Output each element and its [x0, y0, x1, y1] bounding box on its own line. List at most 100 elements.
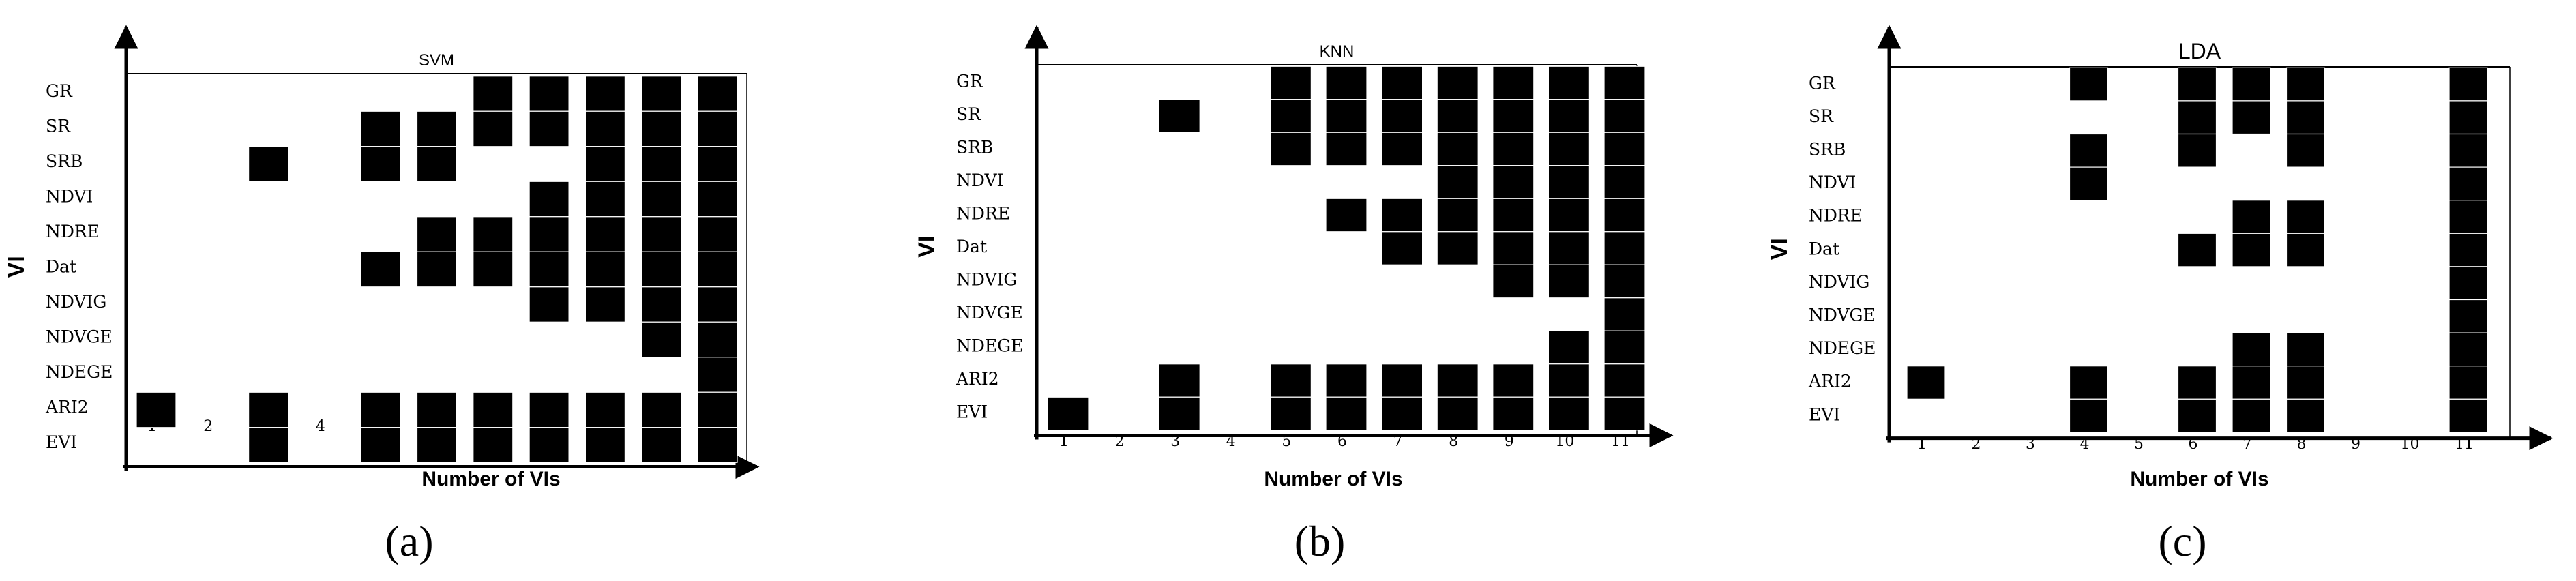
selected-cell-11-sr — [697, 110, 738, 147]
selected-cell-11-evi — [1603, 396, 1646, 431]
selected-cell-7-gr — [473, 76, 514, 112]
y-tick-label: NDVI — [1809, 173, 1856, 192]
selected-cell-3-evi — [248, 427, 289, 463]
selected-cell-9-ndre — [584, 216, 626, 252]
selected-cell-5-sr — [1269, 99, 1312, 133]
selected-cell-6-ari2 — [1325, 363, 1367, 398]
x-tick-label: 9 — [2351, 436, 2360, 453]
chart-panel-knn: KNN VI GR SR SRB NDVI NDRE Dat NDVIG NDVGE NDEGE AR… — [914, 25, 1674, 565]
selected-cell-10-ndvge — [641, 321, 682, 358]
selected-cell-7-ndege — [2232, 332, 2271, 367]
y-tick-label: NDEGE — [1809, 338, 1876, 358]
x-tick-label: 1 — [1917, 436, 1927, 453]
selected-cell-7-gr — [2232, 67, 2271, 102]
selected-cell-6-sr — [416, 110, 458, 147]
selected-cell-7-ari2 — [473, 391, 514, 428]
selected-cell-11-sr — [2448, 100, 2488, 135]
selected-cell-8-ndre — [2285, 200, 2326, 234]
selected-cell-11-ndvge — [1603, 297, 1646, 331]
selected-cell-4-evi — [2069, 398, 2109, 433]
selected-cell-11-ndvig — [697, 286, 738, 323]
selected-cell-11-ndvi — [2448, 166, 2488, 201]
selected-cell-1-evi — [1047, 396, 1089, 431]
selected-cell-10-ndre — [1548, 198, 1590, 233]
selected-cell-7-evi — [1380, 396, 1423, 431]
x-tick-label: 6 — [1337, 433, 1347, 450]
selected-cell-11-ndvge — [697, 321, 738, 358]
x-tick-label: 3 — [2026, 436, 2035, 453]
selected-cell-11-ndre — [2448, 200, 2488, 234]
selected-cell-9-ari2 — [1492, 363, 1535, 398]
selected-cell-6-srb — [1325, 132, 1367, 166]
x-tick-label: 6 — [2189, 436, 2198, 453]
y-axis-title: VI — [914, 236, 940, 258]
selected-cell-8-ndvi — [529, 181, 569, 218]
selected-cell-11-sr — [1603, 99, 1646, 133]
selected-cell-6-sr — [1325, 99, 1367, 133]
y-tick-label: SR — [46, 116, 71, 136]
selected-cell-8-evi — [1436, 396, 1479, 431]
selected-cell-9-sr — [1492, 99, 1535, 133]
chart-title: LDA — [2178, 39, 2221, 63]
selected-cell-8-gr — [2285, 67, 2326, 102]
selected-cell-6-evi — [1325, 396, 1367, 431]
selected-cell-8-ari2 — [1436, 363, 1479, 398]
selected-cell-4-gr — [2069, 67, 2109, 102]
y-tick-label: GR — [1809, 73, 1836, 93]
selected-cell-8-ndre — [1436, 198, 1479, 233]
x-tick-label: 4 — [2080, 436, 2090, 453]
selected-cell-3-srb — [248, 146, 289, 182]
selected-cell-8-ndege — [2285, 332, 2326, 367]
selected-cell-10-sr — [1548, 99, 1590, 133]
y-tick-label: NDRE — [956, 203, 1010, 223]
selected-cell-8-evi — [2285, 398, 2326, 433]
selected-cell-8-ndre — [529, 216, 569, 252]
x-tick-label: 2 — [1115, 433, 1125, 450]
selected-cell-11-ari2 — [1603, 363, 1646, 398]
selected-cell-9-evi — [1492, 396, 1535, 431]
selected-cell-6-sr — [2177, 100, 2217, 135]
x-axis-title: Number of VIs — [2130, 468, 2268, 490]
selected-cell-3-sr — [1158, 99, 1200, 133]
selected-cell-9-ari2 — [584, 391, 626, 428]
y-tick-label: NDRE — [1809, 206, 1863, 226]
selected-cell-11-ndvi — [1603, 165, 1646, 199]
selected-cell-11-srb — [697, 146, 738, 182]
x-tick-label: 3 — [1170, 433, 1180, 450]
selected-cell-8-ari2 — [529, 391, 569, 428]
selected-cell-8-dat — [529, 251, 569, 288]
chart-title: KNN — [1320, 42, 1354, 61]
y-tick-label: Dat — [956, 237, 987, 256]
y-tick-label: NDVI — [956, 170, 1003, 190]
selected-cell-8-srb — [2285, 133, 2326, 168]
y-tick-label: GR — [46, 81, 73, 101]
selected-cell-1-ari2 — [136, 391, 177, 428]
selected-cell-9-srb — [1492, 132, 1535, 166]
selected-cell-11-ndvig — [2448, 266, 2488, 301]
selected-cell-11-ari2 — [2448, 366, 2488, 400]
y-tick-label: EVI — [1809, 404, 1840, 424]
selected-cell-11-dat — [2448, 233, 2488, 267]
selected-cell-7-ndre — [2232, 200, 2271, 234]
selected-cell-10-gr — [641, 76, 682, 112]
selected-cell-4-ndvi — [2069, 166, 2109, 201]
selected-cell-9-ndvig — [1492, 264, 1535, 299]
selected-cell-6-evi — [416, 427, 458, 463]
selected-cell-10-srb — [641, 146, 682, 182]
selected-cell-8-sr — [1436, 99, 1479, 133]
selected-cell-10-ndvig — [1548, 264, 1590, 299]
selected-cell-7-sr — [1380, 99, 1423, 133]
x-axis-title: Number of VIs — [1264, 468, 1402, 490]
selected-cell-11-ndre — [697, 216, 738, 252]
selected-cell-11-ndre — [1603, 198, 1646, 233]
x-axis-title: Number of VIs — [421, 468, 560, 490]
selected-cell-8-sr — [2285, 100, 2326, 135]
selected-cell-7-evi — [2232, 398, 2271, 433]
panel-label: (c) — [2158, 517, 2206, 565]
selected-cell-6-ari2 — [416, 391, 458, 428]
selected-cell-11-srb — [2448, 133, 2488, 168]
selected-cell-3-ari2 — [1158, 363, 1200, 398]
x-tick-label: 1 — [1059, 433, 1069, 450]
selected-cell-6-gr — [1325, 65, 1367, 100]
y-tick-label: EVI — [956, 402, 988, 421]
